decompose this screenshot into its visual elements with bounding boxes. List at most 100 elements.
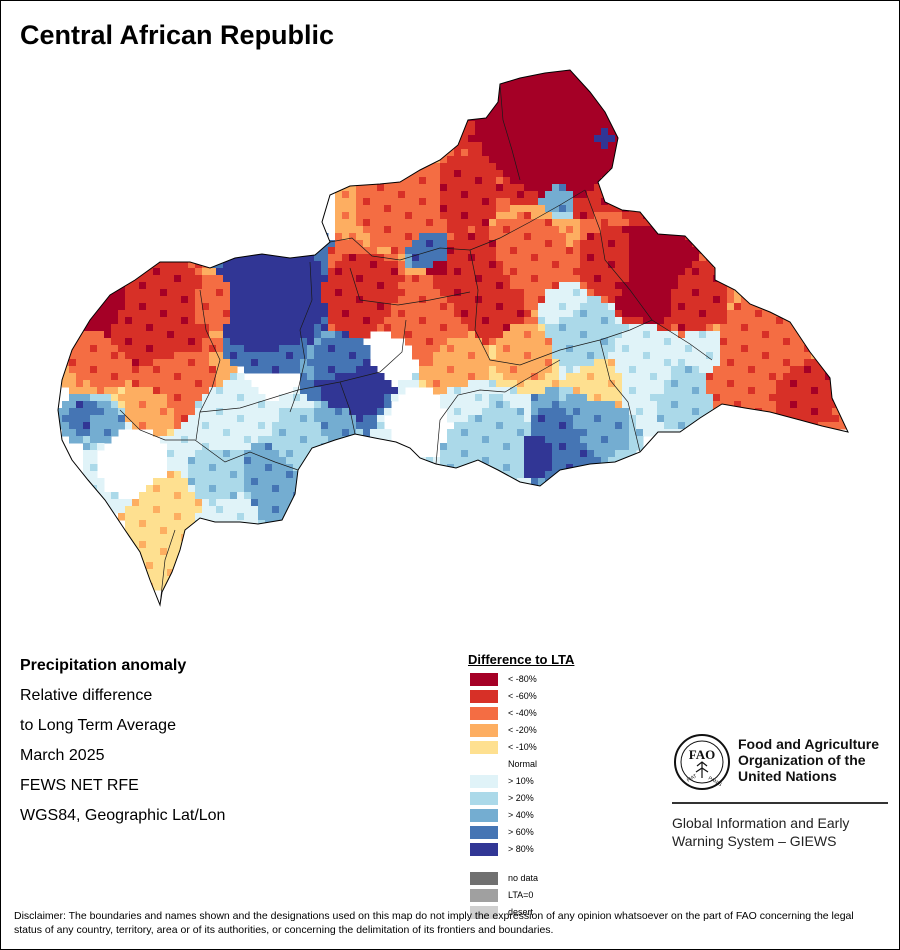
- raster-cell: [573, 387, 581, 395]
- raster-cell: [608, 394, 616, 402]
- raster-cell: [258, 436, 266, 444]
- raster-cell: [461, 401, 469, 409]
- raster-cell: [153, 345, 161, 353]
- raster-cell: [377, 261, 385, 269]
- raster-cell: [216, 464, 224, 472]
- raster-cell: [412, 457, 420, 465]
- raster-cell: [552, 226, 560, 234]
- raster-cell: [664, 107, 672, 115]
- raster-cell: [587, 478, 595, 486]
- raster-cell: [307, 534, 315, 542]
- raster-cell: [601, 359, 609, 367]
- raster-cell: [531, 275, 539, 283]
- raster-cell: [482, 324, 490, 332]
- raster-cell: [181, 394, 189, 402]
- raster-cell: [510, 135, 518, 143]
- raster-cell: [566, 100, 574, 108]
- raster-cell: [307, 457, 315, 465]
- raster-cell: [293, 261, 301, 269]
- raster-cell: [426, 331, 434, 339]
- raster-cell: [195, 289, 203, 297]
- raster-cell: [69, 331, 77, 339]
- raster-cell: [58, 352, 63, 360]
- raster-cell: [335, 387, 343, 395]
- raster-cell: [440, 205, 448, 213]
- raster-cell: [279, 352, 287, 360]
- raster-cell: [419, 268, 427, 276]
- raster-cell: [265, 254, 273, 262]
- raster-cell: [664, 338, 672, 346]
- raster-cell: [461, 275, 469, 283]
- raster-cell: [265, 366, 273, 374]
- raster-cell: [83, 275, 91, 283]
- raster-cell: [475, 478, 483, 486]
- raster-cell: [489, 149, 497, 157]
- raster-cell: [321, 247, 329, 255]
- raster-cell: [216, 310, 224, 318]
- raster-cell: [230, 401, 238, 409]
- raster-cell: [657, 156, 665, 164]
- raster-cell: [587, 261, 595, 269]
- raster-cell: [692, 261, 700, 269]
- raster-cell: [216, 534, 224, 542]
- raster-cell: [279, 534, 287, 542]
- raster-cell: [643, 310, 651, 318]
- raster-cell: [636, 128, 644, 136]
- raster-cell: [76, 415, 84, 423]
- raster-cell: [545, 366, 553, 374]
- raster-cell: [587, 303, 595, 311]
- raster-cell: [405, 282, 413, 290]
- raster-cell: [90, 450, 98, 458]
- raster-cell: [517, 163, 525, 171]
- raster-cell: [510, 499, 518, 507]
- raster-cell: [580, 366, 588, 374]
- raster-cell: [265, 471, 273, 479]
- raster-cell: [76, 310, 84, 318]
- legend-label: no data: [508, 873, 539, 883]
- raster-cell: [111, 345, 119, 353]
- raster-cell: [839, 387, 847, 395]
- raster-cell: [699, 436, 707, 444]
- raster-cell: [559, 93, 567, 101]
- raster-cell: [566, 443, 574, 451]
- raster-cell: [132, 226, 140, 234]
- raster-cell: [405, 240, 413, 248]
- raster-cell: [265, 345, 273, 353]
- raster-cell: [209, 401, 217, 409]
- raster-cell: [251, 387, 259, 395]
- raster-cell: [489, 198, 497, 206]
- raster-cell: [657, 324, 665, 332]
- raster-cell: [132, 345, 140, 353]
- raster-cell: [622, 205, 630, 213]
- raster-cell: [475, 121, 483, 129]
- raster-cell: [342, 415, 350, 423]
- raster-cell: [384, 205, 392, 213]
- raster-cell: [111, 219, 119, 227]
- raster-cell: [573, 121, 581, 129]
- raster-cell: [433, 352, 441, 360]
- raster-cell: [524, 149, 532, 157]
- raster-cell: [146, 394, 154, 402]
- raster-cell: [461, 317, 469, 325]
- raster-cell: [286, 338, 294, 346]
- raster-cell: [370, 296, 378, 304]
- raster-cell: [181, 464, 189, 472]
- raster-cell: [125, 548, 133, 556]
- raster-cell: [272, 450, 280, 458]
- raster-cell: [90, 429, 98, 437]
- raster-cell: [223, 275, 231, 283]
- raster-cell: [76, 359, 84, 367]
- raster-cell: [811, 359, 819, 367]
- raster-cell: [76, 282, 84, 290]
- raster-cell: [454, 492, 462, 500]
- raster-cell: [216, 233, 224, 241]
- raster-cell: [678, 408, 686, 416]
- raster-cell: [188, 233, 196, 241]
- raster-cell: [251, 317, 259, 325]
- raster-cell: [251, 548, 259, 556]
- precipitation-anomaly-map: [57, 69, 849, 606]
- raster-cell: [349, 450, 357, 458]
- raster-cell: [692, 352, 700, 360]
- raster-cell: [58, 373, 63, 381]
- raster-cell: [783, 338, 791, 346]
